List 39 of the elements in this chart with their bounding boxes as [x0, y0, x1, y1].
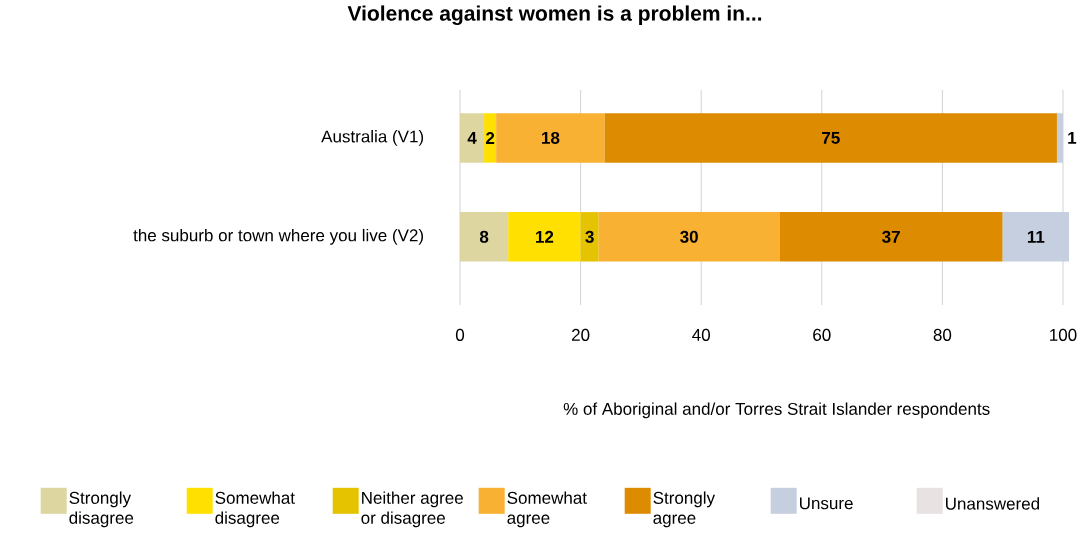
bar	[484, 113, 497, 163]
data-label: 18	[542, 131, 560, 144]
x-tick-label: 100	[1050, 328, 1077, 341]
bar	[598, 212, 780, 262]
data-label: 30	[680, 230, 698, 243]
bar	[496, 113, 605, 163]
bar	[1056, 113, 1063, 163]
data-label: 3	[585, 230, 594, 243]
data-label: 37	[882, 230, 900, 243]
bar	[779, 212, 1003, 262]
chart-title: Violence against women is a problem in...	[347, 5, 762, 26]
legend-label: Somewhat disagree	[215, 491, 295, 528]
data-label: 2	[486, 132, 495, 144]
bar	[460, 113, 485, 163]
legend-label: Unanswered	[946, 497, 1040, 510]
legend-label: Unsure	[800, 497, 853, 510]
data-label: 1	[1068, 132, 1077, 144]
data-label: 12	[536, 230, 554, 243]
bar	[604, 113, 1057, 163]
legend-label: Neither agree or disagree	[361, 491, 463, 528]
x-axis-title: % of Aboriginal and/or Torres Strait Islander respondents	[563, 402, 990, 419]
legend-label: Strongly disagree	[69, 491, 134, 528]
y-tick-label: Australia (V1)	[321, 130, 424, 146]
data-label: 8	[479, 230, 489, 243]
data-label: 11	[1027, 230, 1045, 243]
x-tick-label: 0	[455, 328, 465, 341]
bar	[580, 212, 599, 262]
bar	[460, 212, 509, 262]
data-label: 4	[467, 132, 477, 144]
x-tick-label: 60	[813, 328, 831, 341]
x-tick-label: 20	[572, 328, 590, 341]
bar	[508, 212, 581, 262]
legend-label: Somewhat agree	[507, 491, 587, 528]
legend-label: Strongly agree	[653, 491, 716, 528]
data-label: 75	[822, 132, 840, 144]
x-tick-label: 80	[933, 328, 952, 341]
y-tick-label: the suburb or town where you live (V2)	[133, 228, 424, 245]
x-tick-label: 40	[692, 328, 710, 341]
bar	[1002, 212, 1069, 262]
